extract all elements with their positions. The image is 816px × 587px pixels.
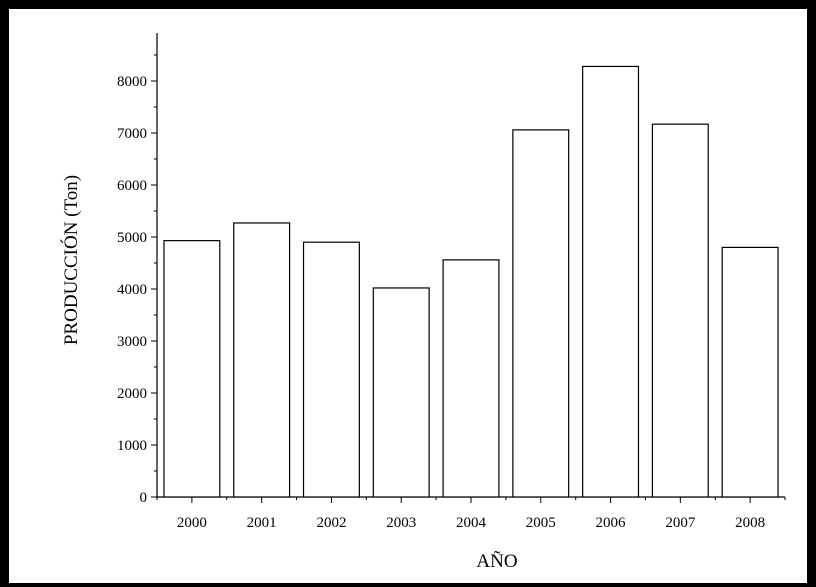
x-tick-label: 2007	[665, 515, 696, 531]
bar-2003	[372, 287, 430, 498]
y-tick-label: 6000	[117, 178, 147, 194]
bar-2000	[163, 240, 221, 498]
y-tick-label: 4000	[117, 282, 147, 298]
x-tick-label: 2006	[596, 515, 627, 531]
x-tick-label: 2008	[735, 515, 765, 531]
bar-2007	[651, 123, 709, 498]
x-tick-label: 2001	[247, 515, 277, 531]
y-axis-title: PRODUCCIÓN (Ton)	[60, 175, 82, 345]
y-tick-label: 0	[140, 490, 148, 506]
y-tick-label: 7000	[117, 126, 147, 142]
y-tick-label: 2000	[117, 386, 147, 402]
y-tick-label: 1000	[117, 438, 147, 454]
bar-2001	[233, 222, 291, 498]
tick-labels: 0 1000 2000 3000 4000 5000 6000 7000 8000 2000 200…	[117, 74, 765, 531]
bar-2008	[721, 246, 779, 498]
x-tick-label: 2003	[386, 515, 416, 531]
x-tick-label: 2005	[526, 515, 556, 531]
bar-2005	[512, 129, 570, 498]
y-tick-label: 8000	[117, 74, 147, 90]
y-tick-label: 5000	[117, 230, 147, 246]
ticks	[151, 54, 786, 503]
bar-2006	[582, 65, 640, 498]
y-tick-label: 3000	[117, 334, 147, 350]
x-tick-label: 2000	[177, 515, 207, 531]
x-tick-label: 2002	[316, 515, 346, 531]
bar-2002	[302, 241, 360, 498]
x-tick-label: 2004	[456, 515, 487, 531]
bars	[163, 65, 779, 498]
bar-2004	[442, 259, 500, 498]
x-axis-title: AÑO	[476, 550, 517, 572]
